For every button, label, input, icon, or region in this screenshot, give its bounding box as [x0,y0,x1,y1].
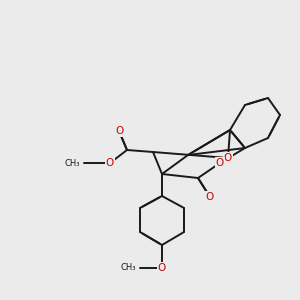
Text: O: O [206,192,214,202]
Text: CH₃: CH₃ [64,158,80,167]
Text: O: O [106,158,114,168]
Text: O: O [158,263,166,273]
Text: O: O [224,153,232,163]
Text: O: O [115,126,123,136]
Text: CH₃: CH₃ [121,263,136,272]
Text: O: O [216,158,224,168]
